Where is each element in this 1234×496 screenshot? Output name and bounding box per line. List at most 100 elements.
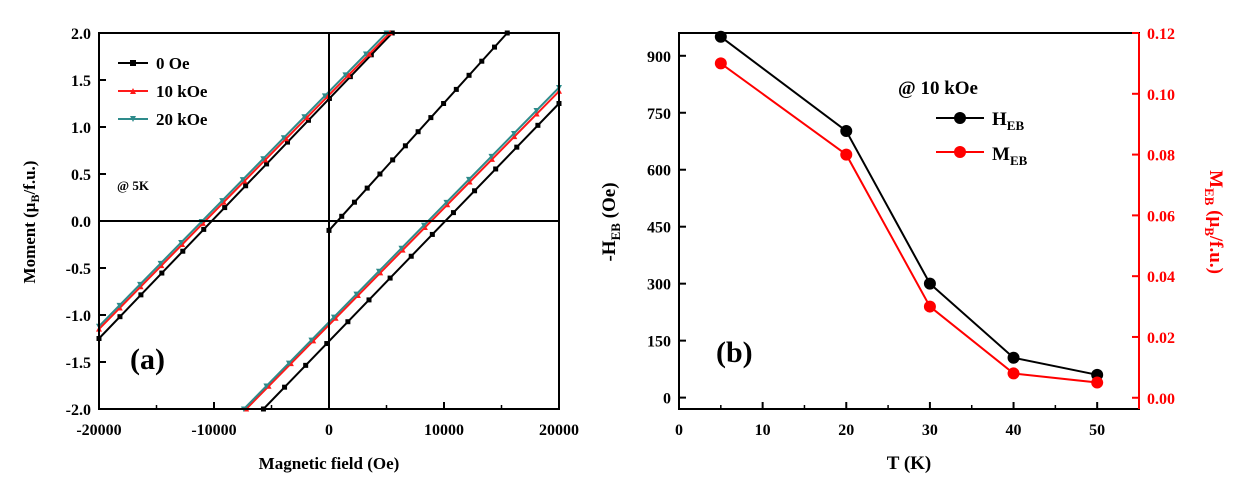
legend-marker-20koe xyxy=(130,116,136,122)
x-tick-label-b: 10 xyxy=(755,422,771,439)
data-marker xyxy=(420,222,427,229)
data-marker xyxy=(398,245,405,252)
y-tick-label-right: 0.12 xyxy=(1147,26,1175,43)
y-tick-label-a: 2.0 xyxy=(71,26,91,43)
legend-a: 0 Oe 10 kOe 20 kOe xyxy=(118,54,208,129)
legend-label-heb: HEB xyxy=(992,109,1024,133)
panel-a: -20000 -10000 0 10000 20000 -2.0 -1.5 -1.0 -0.5 0… xyxy=(20,26,579,473)
data-marker xyxy=(138,292,144,298)
y-tick-label-a: 1.0 xyxy=(71,120,91,137)
data-marker xyxy=(180,248,186,254)
y-tick-label-a: -0.5 xyxy=(66,261,91,278)
data-marker xyxy=(159,270,165,276)
data-marker xyxy=(260,156,267,162)
data-marker xyxy=(387,275,393,281)
data-marker xyxy=(342,72,349,78)
data-marker xyxy=(443,199,450,206)
y-tick-label-a: -2.0 xyxy=(66,402,91,419)
data-marker xyxy=(303,362,309,368)
x-tick-label-b: 30 xyxy=(922,422,938,439)
x-tick-label-b: 40 xyxy=(1006,422,1022,439)
data-point xyxy=(1007,367,1020,380)
y-tick-label-left: 600 xyxy=(647,163,671,180)
legend-label-0oe: 0 Oe xyxy=(156,54,190,73)
data-marker xyxy=(157,260,164,267)
legend-label-10koe: 10 kOe xyxy=(156,82,208,101)
y-tick-label-right: 0.06 xyxy=(1147,208,1175,225)
data-marker xyxy=(408,253,414,259)
data-marker xyxy=(285,139,291,145)
legend-marker-heb xyxy=(954,112,966,124)
data-marker xyxy=(415,129,421,135)
data-marker xyxy=(201,226,207,232)
data-marker xyxy=(493,166,499,172)
data-marker xyxy=(330,314,337,321)
data-marker xyxy=(351,199,357,205)
data-marker xyxy=(377,171,383,177)
y-axis-title-a: Moment (μB/f.u.) xyxy=(20,161,42,284)
data-marker xyxy=(366,51,373,57)
data-marker xyxy=(283,135,290,142)
data-marker xyxy=(285,360,292,367)
y-tick-label-right: 0.02 xyxy=(1147,330,1175,347)
data-marker xyxy=(321,93,328,99)
y-tick-label-right: 0.00 xyxy=(1147,391,1175,408)
data-marker xyxy=(364,185,370,191)
data-marker xyxy=(533,107,540,114)
y-tick-label-right: 0.10 xyxy=(1147,87,1175,104)
data-marker xyxy=(219,198,226,204)
data-marker xyxy=(345,72,352,78)
data-marker xyxy=(324,341,330,347)
panel-b: 0 10 20 30 40 50 0 150 300 450 600 750 900 0.00 0.02 0.… xyxy=(599,26,1226,474)
data-marker xyxy=(465,176,472,183)
data-marker xyxy=(402,143,408,149)
panel-b-label: (b) xyxy=(716,336,753,369)
data-marker xyxy=(472,188,478,194)
x-tick-label-b: 20 xyxy=(838,422,854,439)
data-marker xyxy=(375,268,382,275)
y-axis-title-left: -HEB (Oe) xyxy=(599,182,623,261)
data-marker xyxy=(137,281,144,288)
data-marker xyxy=(368,52,374,58)
data-point xyxy=(1007,351,1020,364)
data-marker xyxy=(429,231,435,237)
data-marker xyxy=(444,201,451,208)
y-tick-label-a: -1.5 xyxy=(66,355,91,372)
data-marker xyxy=(479,58,485,64)
data-point xyxy=(840,148,853,161)
data-marker xyxy=(488,156,495,162)
data-marker xyxy=(178,239,185,246)
x-axis-title-a: Magnetic field (Oe) xyxy=(259,454,400,473)
data-marker xyxy=(158,262,165,269)
data-marker xyxy=(179,241,186,247)
data-marker xyxy=(282,384,288,390)
annotation-field: @ 10 kOe xyxy=(898,78,978,99)
y-tick-label-a: 1.5 xyxy=(71,73,91,90)
data-marker xyxy=(453,86,459,92)
data-marker xyxy=(441,101,447,106)
data-marker xyxy=(362,51,369,57)
data-marker xyxy=(137,283,144,290)
y-tick-label-a: -1.0 xyxy=(66,308,91,325)
data-marker xyxy=(301,114,308,120)
data-marker xyxy=(199,220,206,226)
data-marker xyxy=(345,319,351,325)
data-marker xyxy=(305,117,311,123)
x-tick-label-a: 20000 xyxy=(539,422,579,439)
data-marker xyxy=(308,337,315,344)
y-axis-title-right: MEB (μB/f.u.) xyxy=(1202,170,1226,274)
data-marker xyxy=(353,291,360,298)
y-tick-label-left: 150 xyxy=(647,334,671,351)
legend-label-20koe: 20 kOe xyxy=(156,110,208,129)
x-tick-label-a: -20000 xyxy=(76,422,121,439)
data-marker xyxy=(377,269,384,276)
data-point xyxy=(714,57,727,70)
y-tick-label-right: 0.08 xyxy=(1147,148,1175,165)
data-point xyxy=(840,124,853,137)
data-marker xyxy=(390,157,396,163)
data-point xyxy=(1091,376,1104,389)
data-marker xyxy=(488,153,495,160)
y-tick-label-a: 0.5 xyxy=(71,167,91,184)
panel-a-label: (a) xyxy=(130,343,165,376)
